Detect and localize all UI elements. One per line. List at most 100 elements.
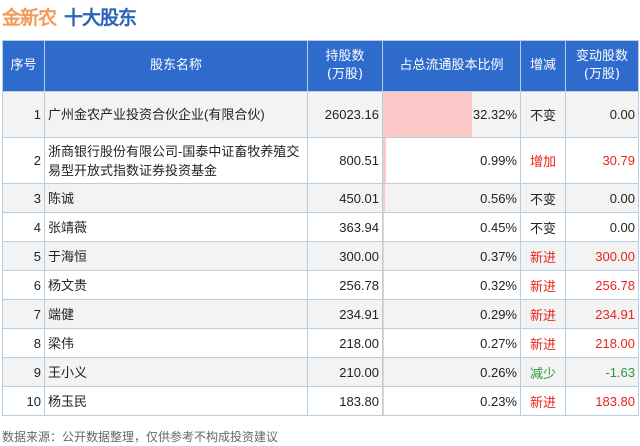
ratio-value: 0.32% — [480, 277, 517, 293]
table-row: 5 于海恒 300.00 0.37% 新进 300.00 — [2, 241, 639, 271]
change-status: 不变 — [520, 183, 566, 213]
shareholder-name: 陈诚 — [44, 183, 308, 213]
rank: 6 — [2, 270, 45, 300]
ratio-bar — [383, 138, 386, 183]
shareholder-name: 杨玉民 — [44, 386, 308, 416]
ratio-cell: 0.32% — [382, 270, 521, 300]
change-status: 减少 — [520, 357, 566, 387]
shares: 183.80 — [307, 386, 383, 416]
rank: 8 — [2, 328, 45, 358]
table-row: 2 浙商银行股份有限公司-国泰中证畜牧养殖交易型开放式指数证券投资基金 800.… — [2, 137, 639, 184]
ratio-cell: 0.26% — [382, 357, 521, 387]
ratio-cell: 0.45% — [382, 212, 521, 242]
section-title: 十大股东 — [64, 7, 137, 29]
ratio-value: 0.45% — [480, 219, 517, 235]
ratio-bar — [383, 358, 384, 386]
shares: 800.51 — [307, 137, 383, 184]
ratio-value: 0.99% — [480, 153, 517, 168]
page-title: 金新农 十大股东 — [2, 3, 137, 30]
rank: 3 — [2, 183, 45, 213]
ratio-value: 0.37% — [480, 248, 517, 264]
change-amount: 218.00 — [565, 328, 639, 358]
ratio-value: 0.27% — [480, 335, 517, 351]
ratio-value: 0.23% — [480, 393, 517, 409]
change-amount: 183.80 — [565, 386, 639, 416]
rank: 2 — [2, 137, 45, 184]
ratio-bar — [383, 271, 384, 299]
shareholder-name: 王小义 — [44, 357, 308, 387]
ratio-cell: 32.32% — [382, 91, 521, 138]
shares: 26023.16 — [307, 91, 383, 138]
rank: 9 — [2, 357, 45, 387]
table-row: 1 广州金农产业投资合伙企业(有限合伙) 26023.16 32.32% 不变 … — [2, 91, 639, 138]
ratio-cell: 0.27% — [382, 328, 521, 358]
header-name: 股东名称 — [44, 40, 308, 92]
ratio-cell: 0.23% — [382, 386, 521, 416]
shareholder-name: 张靖薇 — [44, 212, 308, 242]
shares: 256.78 — [307, 270, 383, 300]
change-status: 新进 — [520, 386, 566, 416]
table-row: 3 陈诚 450.01 0.56% 不变 0.00 — [2, 183, 639, 213]
change-amount: 234.91 — [565, 299, 639, 329]
ratio-cell: 0.29% — [382, 299, 521, 329]
change-status: 增加 — [520, 137, 566, 184]
header-rank: 序号 — [2, 40, 45, 92]
shareholder-name: 浙商银行股份有限公司-国泰中证畜牧养殖交易型开放式指数证券投资基金 — [44, 137, 308, 184]
ratio-value: 0.26% — [480, 364, 517, 380]
ratio-bar — [383, 387, 384, 415]
table-row: 8 梁伟 218.00 0.27% 新进 218.00 — [2, 328, 639, 358]
ratio-bar — [383, 300, 384, 328]
header-change: 增减 — [520, 40, 566, 92]
table-row: 9 王小义 210.00 0.26% 减少 -1.63 — [2, 357, 639, 387]
top-shareholders-table: 序号 股东名称 持股数 (万股) 占总流通股本比例 增减 变动股数 (万股) 1… — [2, 40, 639, 416]
shareholder-name: 梁伟 — [44, 328, 308, 358]
rank: 4 — [2, 212, 45, 242]
ratio-bar — [383, 213, 385, 241]
ratio-bar — [383, 329, 384, 357]
table-header: 序号 股东名称 持股数 (万股) 占总流通股本比例 增减 变动股数 (万股) — [2, 40, 639, 92]
change-status: 不变 — [520, 212, 566, 242]
rank: 7 — [2, 299, 45, 329]
table-row: 7 端健 234.91 0.29% 新进 234.91 — [2, 299, 639, 329]
shares: 234.91 — [307, 299, 383, 329]
shares: 363.94 — [307, 212, 383, 242]
rank: 5 — [2, 241, 45, 271]
shares: 210.00 — [307, 357, 383, 387]
ratio-value: 0.29% — [480, 306, 517, 322]
ratio-bar — [383, 184, 385, 212]
ratio-bar — [383, 92, 472, 137]
shareholder-name: 于海恒 — [44, 241, 308, 271]
ratio-value: 32.32% — [472, 107, 517, 122]
ratio-value: 0.56% — [480, 190, 517, 206]
change-amount: 0.00 — [565, 183, 639, 213]
shareholder-name: 杨文贵 — [44, 270, 308, 300]
rank: 10 — [2, 386, 45, 416]
table-row: 6 杨文贵 256.78 0.32% 新进 256.78 — [2, 270, 639, 300]
rank: 1 — [2, 91, 45, 138]
shareholder-name: 广州金农产业投资合伙企业(有限合伙) — [44, 91, 308, 138]
change-status: 不变 — [520, 91, 566, 138]
shareholder-name: 端健 — [44, 299, 308, 329]
change-status: 新进 — [520, 270, 566, 300]
header-ratio: 占总流通股本比例 — [382, 40, 521, 92]
table-row: 10 杨玉民 183.80 0.23% 新进 183.80 — [2, 386, 639, 416]
ratio-bar — [383, 242, 384, 270]
shares: 300.00 — [307, 241, 383, 271]
change-status: 新进 — [520, 328, 566, 358]
header-delta: 变动股数 (万股) — [565, 40, 639, 92]
ratio-cell: 0.37% — [382, 241, 521, 271]
ratio-cell: 0.56% — [382, 183, 521, 213]
change-amount: 30.79 — [565, 137, 639, 184]
header-shares: 持股数 (万股) — [307, 40, 383, 92]
table-row: 4 张靖薇 363.94 0.45% 不变 0.00 — [2, 212, 639, 242]
data-source-note: 数据来源：公开数据整理，仅供参考不构成投资建议 — [2, 430, 279, 444]
change-status: 新进 — [520, 299, 566, 329]
shares: 218.00 — [307, 328, 383, 358]
change-amount: 0.00 — [565, 91, 639, 138]
change-amount: -1.63 — [565, 357, 639, 387]
change-amount: 300.00 — [565, 241, 639, 271]
change-status: 新进 — [520, 241, 566, 271]
ratio-cell: 0.99% — [382, 137, 521, 184]
change-amount: 0.00 — [565, 212, 639, 242]
shares: 450.01 — [307, 183, 383, 213]
